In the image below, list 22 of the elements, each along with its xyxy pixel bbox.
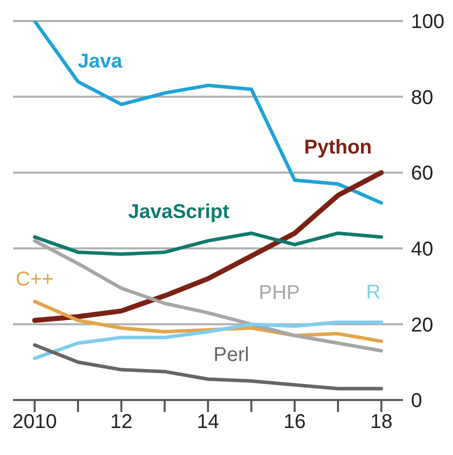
- series-label: Perl: [214, 344, 250, 366]
- series-label: JavaScript: [128, 201, 230, 224]
- y-tick-label: 0: [411, 390, 422, 412]
- line-series: [32, 343, 384, 390]
- line-series: [32, 320, 384, 360]
- x-tick-label: 2010: [12, 411, 57, 434]
- line-series: [32, 21, 384, 205]
- series-label: Java: [78, 50, 124, 73]
- series-label: C++: [16, 268, 54, 290]
- y-tick-label: 20: [411, 314, 434, 336]
- x-tick-label: 18: [370, 411, 392, 434]
- y-tick-label: 100: [411, 11, 444, 34]
- x-tick-label: 16: [284, 411, 306, 434]
- x-tick-label: 14: [196, 411, 220, 434]
- y-tick-label: 80: [411, 86, 434, 109]
- line-series: [32, 231, 384, 256]
- series-label: Python: [304, 136, 372, 158]
- y-tick-label: 60: [411, 162, 434, 185]
- series-label: R: [366, 281, 381, 304]
- x-tick-label: 12: [110, 411, 132, 434]
- series-label: PHP: [258, 282, 300, 304]
- y-tick-label: 40: [411, 238, 434, 260]
